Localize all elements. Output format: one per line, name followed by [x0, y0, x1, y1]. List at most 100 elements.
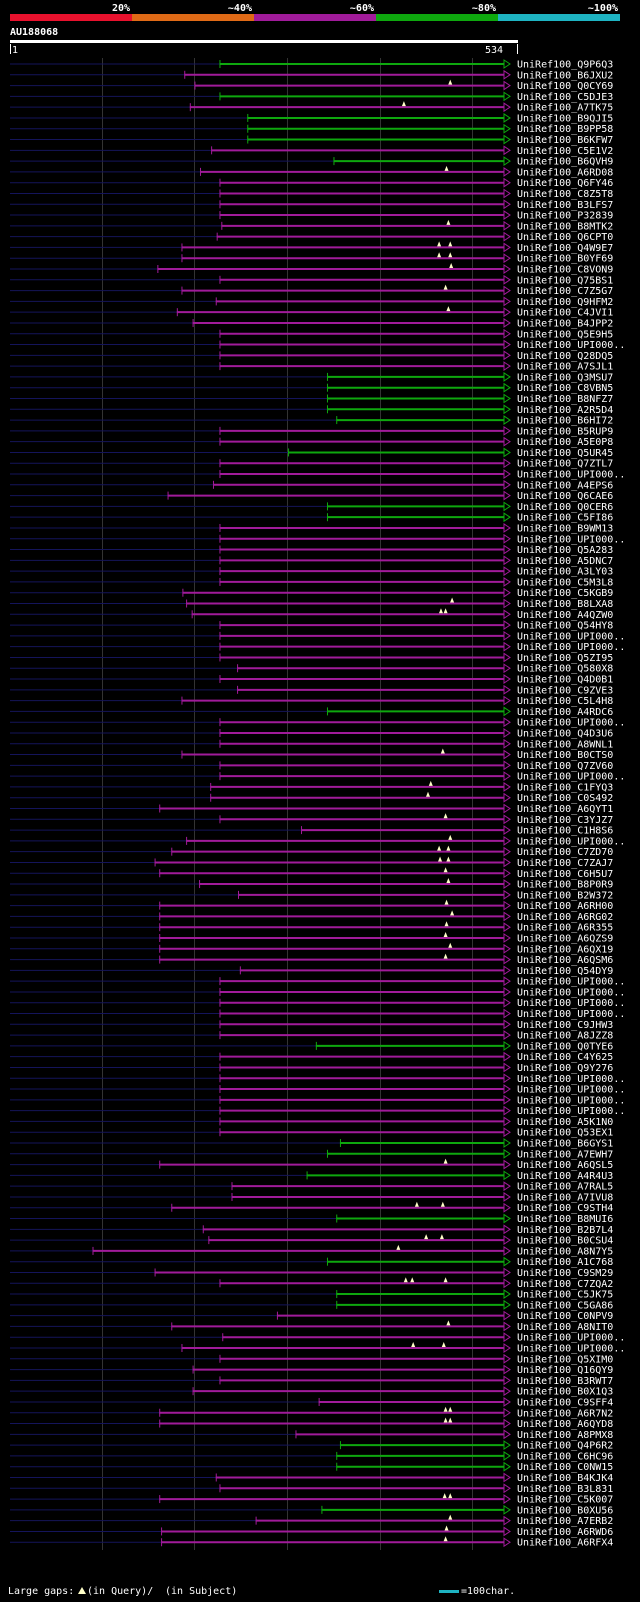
- hit-row[interactable]: UniRef100_B9PP58: [10, 123, 613, 135]
- hit-row[interactable]: UniRef100_Q53EX1: [10, 1127, 613, 1139]
- hit-label[interactable]: UniRef100_A5E0P8: [517, 437, 613, 448]
- hit-label[interactable]: UniRef100_B8P0R9: [517, 880, 613, 891]
- hit-row[interactable]: UniRef100_A1C768: [10, 1256, 613, 1268]
- hit-row[interactable]: UniRef100_Q6CAE6: [10, 490, 613, 502]
- hit-row[interactable]: UniRef100_A7TK75: [10, 101, 613, 114]
- hit-row[interactable]: UniRef100_UPI000..: [10, 339, 625, 351]
- hit-label[interactable]: UniRef100_UPI000..: [517, 998, 625, 1009]
- hit-label[interactable]: UniRef100_Q54HY8: [517, 621, 613, 632]
- hit-row[interactable]: UniRef100_C6HC96: [10, 1450, 613, 1462]
- hit-label[interactable]: UniRef100_A6QSM6: [517, 955, 613, 966]
- hit-label[interactable]: UniRef100_B0CSU4: [517, 1236, 613, 1247]
- hit-label[interactable]: UniRef100_A7IVU8: [517, 1192, 613, 1203]
- hit-row[interactable]: UniRef100_Q9Y276: [10, 1062, 613, 1074]
- hit-row[interactable]: UniRef100_Q9HFM2: [10, 296, 613, 308]
- hit-label[interactable]: UniRef100_B6HI72: [517, 416, 613, 427]
- hit-row[interactable]: UniRef100_B3LFS7: [10, 199, 613, 211]
- hit-label[interactable]: UniRef100_C5DJE3: [517, 92, 613, 103]
- hit-row[interactable]: UniRef100_UPI000..: [10, 1084, 625, 1096]
- hit-row[interactable]: UniRef100_B0CTS0: [10, 748, 613, 762]
- hit-row[interactable]: UniRef100_C5K007: [10, 1493, 613, 1506]
- hit-label[interactable]: UniRef100_C7ZQA2: [517, 1279, 613, 1290]
- hit-label[interactable]: UniRef100_C7ZAJ7: [517, 858, 613, 869]
- hit-label[interactable]: UniRef100_A4QZW0: [517, 610, 613, 621]
- hit-row[interactable]: UniRef100_A8JZZ8: [10, 1030, 613, 1042]
- hit-label[interactable]: UniRef100_B3LFS7: [517, 200, 613, 211]
- hit-row[interactable]: UniRef100_A7ERB2: [10, 1514, 613, 1528]
- hit-label[interactable]: UniRef100_A6QSL5: [517, 1160, 613, 1171]
- hit-row[interactable]: UniRef100_C1FYQ3: [10, 780, 613, 794]
- hit-label[interactable]: UniRef100_UPI000..: [517, 534, 625, 545]
- hit-row[interactable]: UniRef100_A6RD08: [10, 165, 613, 179]
- hit-label[interactable]: UniRef100_Q580X8: [517, 664, 613, 675]
- hit-label[interactable]: UniRef100_B9WM13: [517, 523, 613, 534]
- hit-row[interactable]: UniRef100_C1H8S6: [10, 825, 613, 837]
- hit-label[interactable]: UniRef100_Q9Y276: [517, 1063, 613, 1074]
- hit-row[interactable]: UniRef100_B6QVH9: [10, 156, 613, 168]
- hit-label[interactable]: UniRef100_C7Z5G7: [517, 286, 613, 297]
- hit-row[interactable]: UniRef100_A7IVU8: [10, 1192, 613, 1203]
- hit-label[interactable]: UniRef100_B2B7L4: [517, 1225, 613, 1236]
- hit-row[interactable]: UniRef100_A6RH00: [10, 899, 613, 913]
- hit-row[interactable]: UniRef100_Q4D3U6: [10, 728, 613, 739]
- hit-row[interactable]: UniRef100_B0YF69: [10, 252, 613, 265]
- hit-label[interactable]: UniRef100_C5K007: [517, 1495, 613, 1506]
- hit-label[interactable]: UniRef100_Q7ZV60: [517, 761, 613, 772]
- hit-row[interactable]: UniRef100_A6RWD6: [10, 1525, 613, 1538]
- hit-label[interactable]: UniRef100_C9STH4: [517, 1203, 613, 1214]
- hit-row[interactable]: UniRef100_C6H5U7: [10, 867, 613, 880]
- hit-label[interactable]: UniRef100_UPI000..: [517, 470, 625, 481]
- hit-label[interactable]: UniRef100_UPI000..: [517, 1344, 625, 1355]
- hit-label[interactable]: UniRef100_A6QYD8: [517, 1419, 613, 1430]
- hit-row[interactable]: UniRef100_A5E0P8: [10, 436, 613, 448]
- hit-label[interactable]: UniRef100_A8JZZ8: [517, 1031, 613, 1042]
- hit-row[interactable]: UniRef100_A5K1N0: [10, 1116, 613, 1128]
- hit-row[interactable]: UniRef100_B3L831: [10, 1483, 613, 1495]
- hit-row[interactable]: UniRef100_B0CSU4: [10, 1234, 613, 1247]
- hit-row[interactable]: UniRef100_C5FI86: [10, 512, 613, 524]
- hit-row[interactable]: UniRef100_C5M3L8: [10, 576, 613, 588]
- hit-label[interactable]: UniRef100_Q4P6R2: [517, 1441, 613, 1452]
- hit-label[interactable]: UniRef100_Q28DQ5: [517, 351, 613, 362]
- hit-row[interactable]: UniRef100_A4R4U3: [10, 1170, 613, 1182]
- hit-row[interactable]: UniRef100_C9ZVE3: [10, 684, 613, 696]
- hit-label[interactable]: UniRef100_C6H5U7: [517, 869, 613, 880]
- hit-row[interactable]: UniRef100_UPI000..: [10, 1094, 625, 1106]
- hit-row[interactable]: UniRef100_A6R7N2: [10, 1406, 613, 1420]
- hit-row[interactable]: UniRef100_B4KJK4: [10, 1472, 613, 1484]
- hit-label[interactable]: UniRef100_C8VON9: [517, 265, 613, 276]
- hit-row[interactable]: UniRef100_B0XU56: [10, 1504, 613, 1516]
- hit-label[interactable]: UniRef100_Q54DY9: [517, 966, 613, 977]
- hit-label[interactable]: UniRef100_Q4D3U6: [517, 728, 613, 739]
- hit-row[interactable]: UniRef100_C7ZD70: [10, 845, 613, 859]
- hit-row[interactable]: UniRef100_UPI000..: [10, 469, 625, 481]
- hit-row[interactable]: UniRef100_UPI000..: [10, 1105, 625, 1117]
- hit-row[interactable]: UniRef100_Q9P6Q3: [10, 59, 613, 71]
- hit-row[interactable]: UniRef100_A7SJL1: [10, 361, 613, 373]
- hit-row[interactable]: UniRef100_A6RG02: [10, 910, 613, 923]
- hit-label[interactable]: UniRef100_C7ZD70: [517, 847, 613, 858]
- hit-label[interactable]: UniRef100_Q5XIM0: [517, 1354, 613, 1365]
- hit-label[interactable]: UniRef100_B0YF69: [517, 254, 613, 265]
- hit-row[interactable]: UniRef100_UPI000..: [10, 1073, 625, 1085]
- hit-label[interactable]: UniRef100_A6RFX4: [517, 1538, 613, 1549]
- hit-label[interactable]: UniRef100_Q5ZI95: [517, 653, 613, 664]
- hit-label[interactable]: UniRef100_UPI000..: [517, 1333, 625, 1344]
- hit-label[interactable]: UniRef100_Q9P6Q3: [517, 60, 613, 71]
- hit-row[interactable]: UniRef100_C8VON9: [10, 263, 613, 276]
- hit-label[interactable]: UniRef100_C8Z5T8: [517, 189, 613, 200]
- hit-row[interactable]: UniRef100_UPI000..: [10, 717, 625, 729]
- hit-row[interactable]: UniRef100_Q5UR45: [10, 447, 613, 459]
- hit-label[interactable]: UniRef100_B6QVH9: [517, 157, 613, 168]
- hit-row[interactable]: UniRef100_B8MTK2: [10, 219, 613, 233]
- hit-label[interactable]: UniRef100_UPI000..: [517, 1074, 625, 1085]
- hit-row[interactable]: UniRef100_A4RDC6: [10, 706, 613, 718]
- hit-label[interactable]: UniRef100_UPI000..: [517, 977, 625, 988]
- hit-row[interactable]: UniRef100_C4Y625: [10, 1051, 613, 1063]
- hit-label[interactable]: UniRef100_B6GYS1: [517, 1139, 613, 1150]
- hit-label[interactable]: UniRef100_Q4W9E7: [517, 243, 613, 254]
- hit-row[interactable]: UniRef100_Q4P6R2: [10, 1440, 613, 1452]
- hit-label[interactable]: UniRef100_B0CTS0: [517, 750, 613, 761]
- hit-label[interactable]: UniRef100_UPI000..: [517, 1095, 625, 1106]
- hit-row[interactable]: UniRef100_C5DJE3: [10, 91, 613, 103]
